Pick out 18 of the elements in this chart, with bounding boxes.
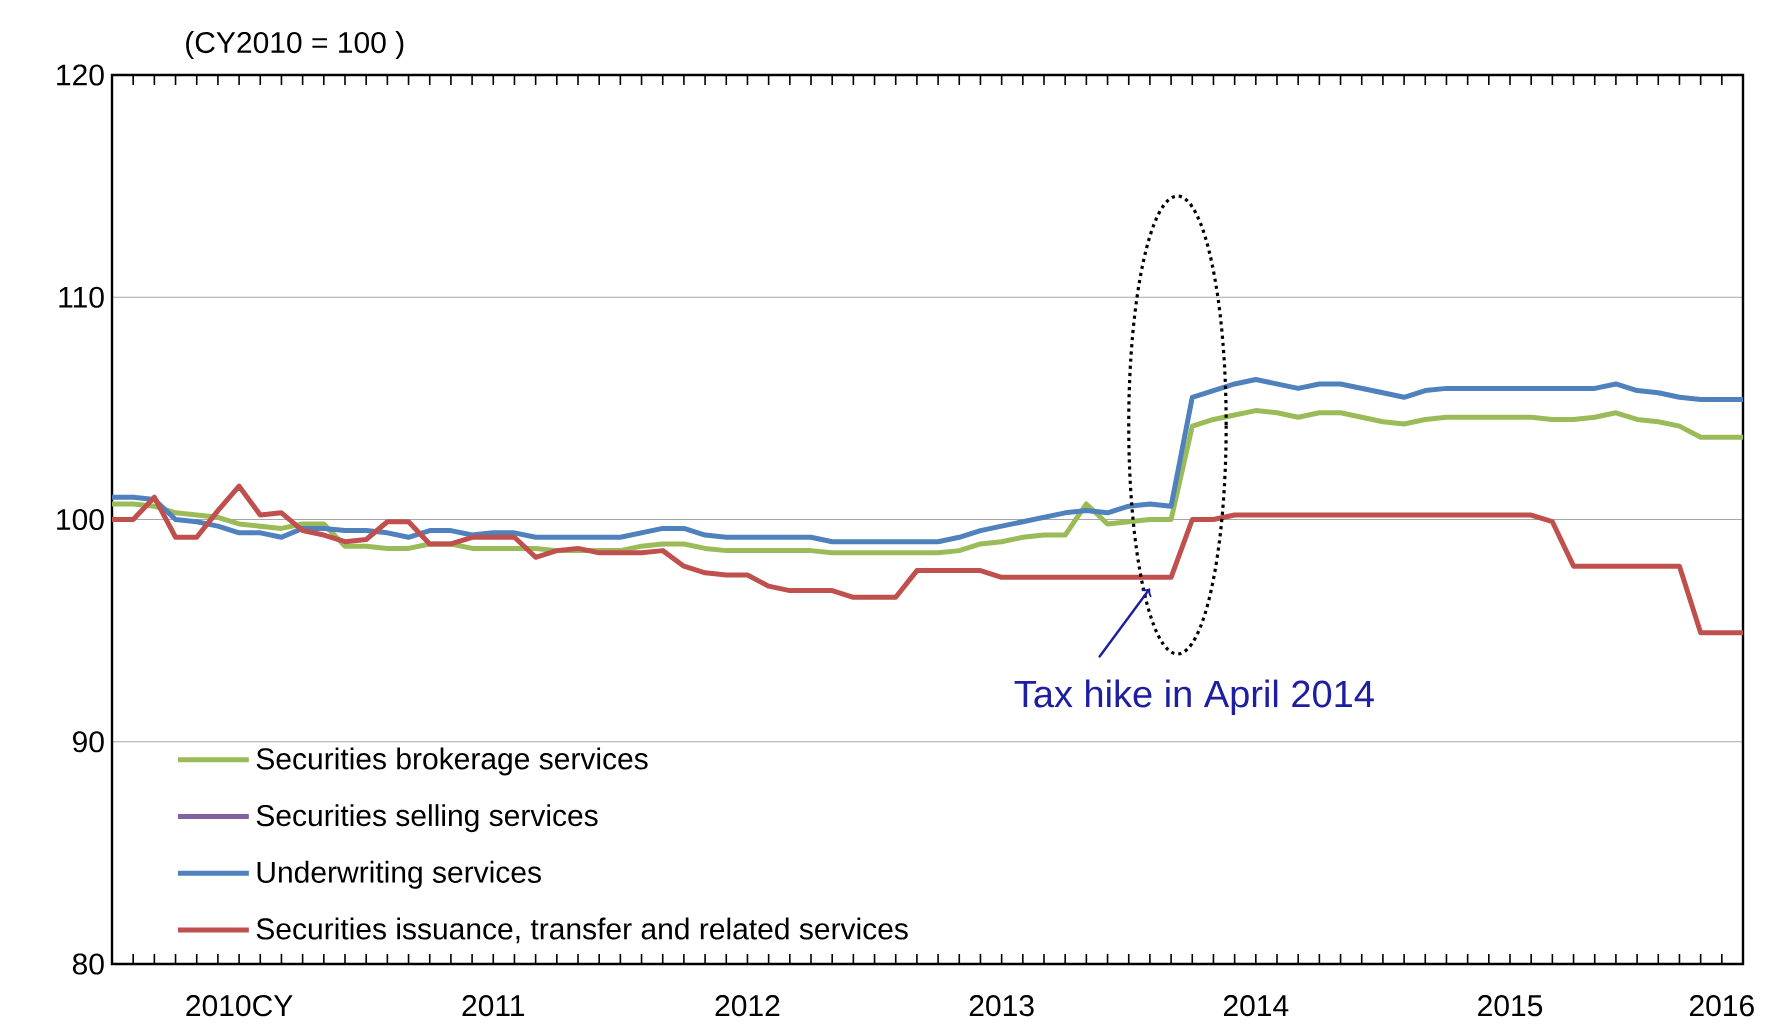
- x-tick-label: 2013: [969, 995, 1034, 1017]
- x-tick-label: 2014: [1223, 995, 1289, 1017]
- legend-label: Securities brokerage services: [256, 747, 648, 776]
- x-tick-label: 2015: [1478, 995, 1543, 1017]
- y-tick-label: 90: [73, 731, 104, 753]
- annotation: Tax hike in April 2014: [1014, 679, 1374, 715]
- legend-label: Underwriting services: [257, 860, 541, 889]
- legend-label: Securities selling services: [256, 804, 598, 833]
- y-tick-label: 120: [57, 64, 104, 86]
- x-tick-label: 2012: [715, 995, 780, 1017]
- y-axis-title: (CY2010 = 100 ): [186, 31, 404, 60]
- x-tick-label: 2011: [462, 995, 525, 1017]
- legend-label: Securities issuance, transfer and related services: [256, 917, 908, 944]
- y-tick-label: 100: [57, 508, 104, 531]
- y-tick-label: 80: [72, 953, 104, 975]
- x-tick-label: 2016: [1689, 995, 1754, 1017]
- x-tick-label: 2010CY: [186, 995, 293, 1017]
- y-tick-label: 110: [59, 286, 104, 308]
